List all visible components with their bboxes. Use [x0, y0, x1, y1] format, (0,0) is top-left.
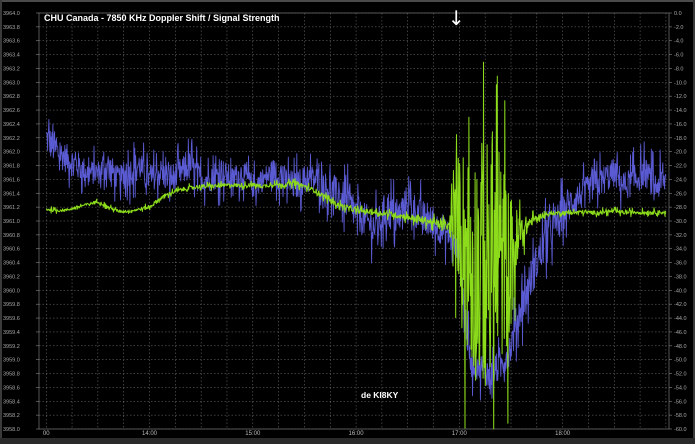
chart-title: CHU Canada - 7850 KHz Doppler Shift / Si…	[44, 13, 280, 23]
right-tick-label: -10.0	[674, 80, 687, 86]
right-tick-label: -36.0	[674, 261, 687, 267]
left-tick-label: 3958.2	[3, 413, 20, 419]
right-tick-label: -14.0	[674, 108, 687, 114]
left-tick-label: 3959.6	[3, 316, 20, 322]
right-tick-label: -2.0	[674, 25, 683, 31]
left-tick-label: 3962.8	[3, 94, 20, 100]
left-tick-label: 3963.4	[3, 53, 20, 59]
left-tick-label: 3961.2	[3, 205, 20, 211]
right-tick-label: -30.0	[674, 219, 687, 225]
right-tick-label: -42.0	[674, 302, 687, 308]
left-tick-label: 3960.2	[3, 274, 20, 280]
right-tick-label: -48.0	[674, 344, 687, 350]
x-tick-label: 14:00	[142, 431, 158, 437]
right-tick-label: -28.0	[674, 205, 687, 211]
left-tick-label: 3963.0	[3, 80, 20, 86]
left-tick-label: 3959.8	[3, 302, 20, 308]
left-tick-label: 3963.2	[3, 66, 20, 72]
right-tick-label: -18.0	[674, 136, 687, 142]
left-tick-label: 3964.0	[3, 11, 20, 17]
x-tick-label: 17:00	[452, 431, 468, 437]
series-layer	[45, 61, 667, 430]
left-tick-label: 3960.4	[3, 261, 20, 267]
left-tick-label: 3958.8	[3, 372, 20, 378]
right-tick-label: -24.0	[674, 177, 687, 183]
left-tick-label: 3962.4	[3, 122, 20, 128]
right-tick-label: -16.0	[674, 122, 687, 128]
doppler-shift-series	[45, 118, 667, 401]
left-tick-label: 3961.4	[3, 191, 20, 197]
left-tick-label: 3960.0	[3, 288, 20, 294]
left-tick-label: 3959.2	[3, 344, 20, 350]
left-border	[0, 0, 2, 444]
right-tick-label: -52.0	[674, 372, 687, 378]
x-tick-label: 15:00	[245, 431, 261, 437]
left-tick-label: 3963.6	[3, 39, 20, 45]
left-tick-label: 3962.2	[3, 136, 20, 142]
left-tick-label: 3959.0	[3, 358, 20, 364]
left-tick-label: 3961.8	[3, 164, 20, 170]
right-tick-label: -38.0	[674, 274, 687, 280]
right-axis: -60.0 -58.0 -56.0 -54.0 -52.0 -50.0 -48.0 -46.0…	[669, 11, 687, 433]
x-tick-label: 18:00	[555, 431, 571, 437]
left-tick-label: 3960.6	[3, 247, 20, 253]
x-tick-label: 16:00	[349, 431, 365, 437]
right-tick-label: -40.0	[674, 288, 687, 294]
right-tick-label: -60.0	[674, 427, 687, 433]
left-tick-label: 3962.0	[3, 150, 20, 156]
left-tick-label: 3963.8	[3, 25, 20, 31]
x-tick-label: 00	[43, 431, 50, 437]
right-tick-label: -34.0	[674, 247, 687, 253]
right-tick-label: -46.0	[674, 330, 687, 336]
left-axis: 3958.0 3958.2 3958.4 3958.6 3958.8 3959.0 3959…	[3, 11, 39, 433]
x-axis: 00 14:00 15:00 16:00 17:00 18:00	[43, 431, 571, 437]
signal-strength-series	[46, 61, 667, 430]
left-tick-label: 3959.4	[3, 330, 20, 336]
right-tick-label: -44.0	[674, 316, 687, 322]
top-border	[0, 0, 695, 2]
right-tick-label: 0.0	[674, 11, 682, 17]
right-tick-label: -56.0	[674, 399, 687, 405]
annotation-label: de KI8KY	[361, 390, 399, 400]
down-arrow-icon: ↓	[448, 6, 465, 30]
left-tick-label: 3960.8	[3, 233, 20, 239]
left-tick-label: 3958.6	[3, 385, 20, 391]
right-tick-label: -6.0	[674, 53, 683, 59]
left-tick-label: 3961.0	[3, 219, 20, 225]
right-tick-label: -26.0	[674, 191, 687, 197]
right-tick-label: -8.0	[674, 66, 683, 72]
right-tick-label: -12.0	[674, 94, 687, 100]
left-tick-label: 3958.0	[3, 427, 20, 433]
right-tick-label: -4.0	[674, 39, 683, 45]
right-tick-label: -54.0	[674, 385, 687, 391]
left-tick-label: 3962.6	[3, 108, 20, 114]
right-tick-label: -20.0	[674, 150, 687, 156]
left-tick-label: 3961.6	[3, 177, 20, 183]
right-border	[693, 0, 695, 444]
right-tick-label: -50.0	[674, 358, 687, 364]
bottom-border	[0, 438, 695, 444]
right-tick-label: -32.0	[674, 233, 687, 239]
left-tick-label: 3958.4	[3, 399, 20, 405]
right-tick-label: -58.0	[674, 413, 687, 419]
grid	[39, 12, 669, 430]
right-tick-label: -22.0	[674, 164, 687, 170]
